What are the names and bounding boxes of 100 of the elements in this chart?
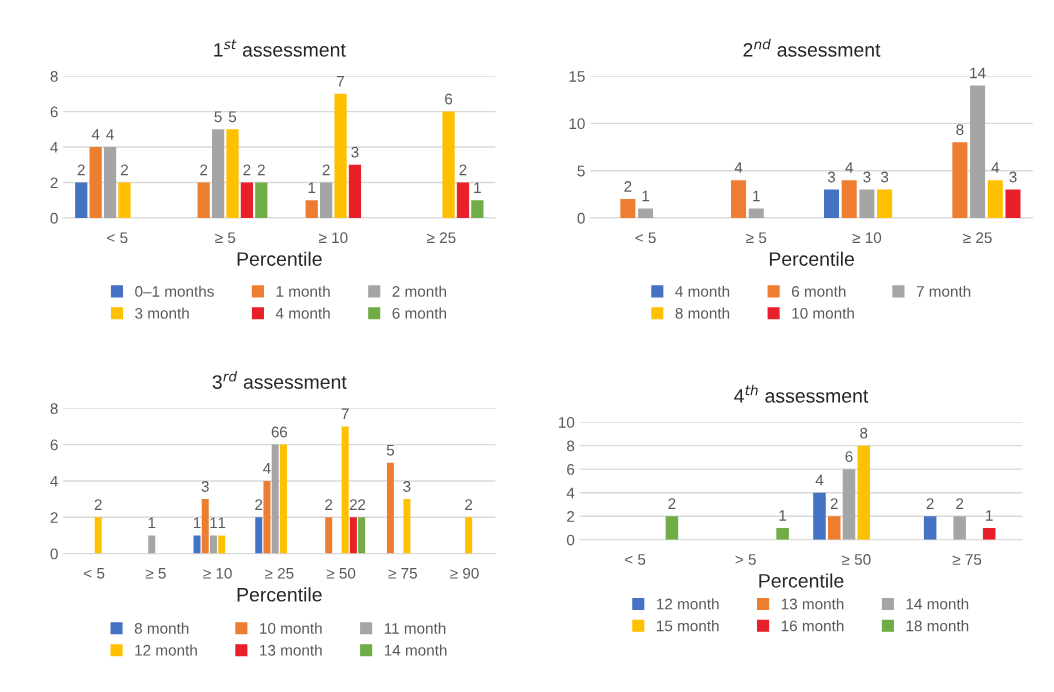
- y-tick-label: 4: [50, 142, 58, 153]
- x-tick-label: < 5: [107, 232, 128, 244]
- x-axis-title: Percentile: [237, 587, 322, 602]
- bar: [823, 189, 840, 218]
- data-label: 2: [120, 164, 128, 176]
- bar: [201, 499, 209, 554]
- bar: [841, 180, 857, 218]
- bar: [263, 480, 271, 554]
- y-tick-label: 0: [50, 548, 58, 560]
- data-label: 5: [386, 444, 395, 456]
- y-tick-label: 5: [577, 165, 585, 177]
- bar: [148, 535, 156, 554]
- data-label: 6: [279, 426, 287, 438]
- bar: [218, 535, 226, 554]
- data-label: 2: [465, 499, 473, 510]
- legend-label: 7 month: [916, 285, 971, 297]
- data-label: 2: [94, 499, 102, 510]
- data-label: 4: [734, 162, 743, 173]
- bar: [255, 182, 268, 218]
- bar: [403, 499, 411, 554]
- legend-label: 18 month: [906, 620, 969, 632]
- data-label: 2: [956, 498, 964, 509]
- y-tick-label: 15: [569, 71, 585, 82]
- bar: [859, 189, 875, 218]
- bar: [209, 535, 217, 554]
- bar: [953, 516, 966, 540]
- legend-label: 3 month: [135, 307, 189, 319]
- data-label: 4: [991, 162, 1000, 173]
- y-tick-label: 0: [577, 212, 585, 224]
- data-label: 5: [228, 111, 237, 123]
- bar: [349, 517, 357, 554]
- y-tick-label: 6: [50, 439, 58, 451]
- legend-label: 13 month: [781, 598, 844, 610]
- y-tick-label: 6: [567, 464, 575, 475]
- data-label: 4: [263, 463, 271, 474]
- x-tick-label: ≥ 5: [145, 568, 166, 579]
- bar: [348, 164, 362, 218]
- data-label: 6: [445, 93, 453, 105]
- bar: [334, 93, 347, 218]
- bar: [813, 492, 826, 540]
- data-label: 2: [349, 499, 357, 510]
- legend-label: 14 month: [906, 598, 969, 610]
- legend-label: 10 month: [792, 307, 854, 319]
- bar: [240, 182, 254, 218]
- bar: [341, 426, 349, 554]
- legend-label: 8 month: [675, 307, 730, 319]
- x-tick-label: ≥ 75: [952, 554, 982, 565]
- chart-title: 1$^{st}$ assessment: [214, 39, 346, 57]
- data-label: 2: [322, 164, 330, 176]
- y-tick-label: 0: [566, 534, 575, 546]
- bar: [857, 445, 871, 540]
- data-label: 3: [827, 171, 836, 183]
- y-tick-label: 2: [50, 177, 58, 189]
- y-tick-label: 2: [50, 512, 58, 523]
- x-axis-title: Percentile: [759, 573, 844, 588]
- bar: [456, 182, 470, 218]
- bar: [211, 129, 225, 218]
- bar: [638, 208, 654, 218]
- y-tick-label: 6: [50, 106, 58, 118]
- bar: [320, 182, 333, 218]
- x-tick-label: ≥ 25: [427, 232, 456, 244]
- bar: [271, 444, 279, 554]
- bar: [325, 517, 333, 554]
- bar: [827, 516, 841, 540]
- bar: [197, 182, 210, 218]
- data-label: 4: [106, 129, 114, 140]
- data-label: 1: [193, 517, 201, 529]
- bar: [89, 147, 102, 218]
- bar: [987, 180, 1003, 218]
- x-tick-label: ≥ 50: [326, 567, 356, 579]
- chart-title: 2$^{nd}$ assessment: [743, 38, 881, 57]
- data-label: 2: [255, 499, 263, 510]
- legend-label: 10 month: [260, 622, 322, 634]
- data-label: 4: [815, 474, 824, 486]
- chart-title: 3$^{rd}$ assessment: [212, 370, 347, 389]
- legend-label: 2 month: [392, 285, 447, 297]
- data-label: 2: [830, 498, 838, 509]
- y-tick-label: 8: [50, 403, 58, 414]
- data-label: 8: [956, 124, 964, 136]
- data-label: 2: [459, 164, 467, 176]
- legend-label: 4 month: [675, 285, 730, 297]
- x-tick-label: ≥ 75: [388, 568, 417, 579]
- bar: [952, 142, 968, 218]
- bar: [279, 444, 287, 554]
- bar: [620, 199, 636, 218]
- x-axis-title: Percentile: [237, 251, 322, 266]
- bar: [118, 182, 131, 218]
- legend-label: 6 month: [392, 307, 447, 319]
- legend-label: 15 month: [657, 620, 719, 632]
- bar: [877, 189, 893, 218]
- legend-label: 12 month: [135, 644, 197, 656]
- bar: [970, 85, 986, 218]
- x-tick-label: ≥ 25: [963, 232, 992, 244]
- data-label: 3: [880, 171, 889, 183]
- data-label: 1: [753, 190, 760, 202]
- data-label: 1: [148, 517, 156, 529]
- data-label: 6: [271, 426, 279, 438]
- y-tick-label: 10: [569, 118, 585, 130]
- x-tick-label: < 5: [624, 554, 646, 565]
- x-tick-label: ≥ 5: [215, 232, 236, 244]
